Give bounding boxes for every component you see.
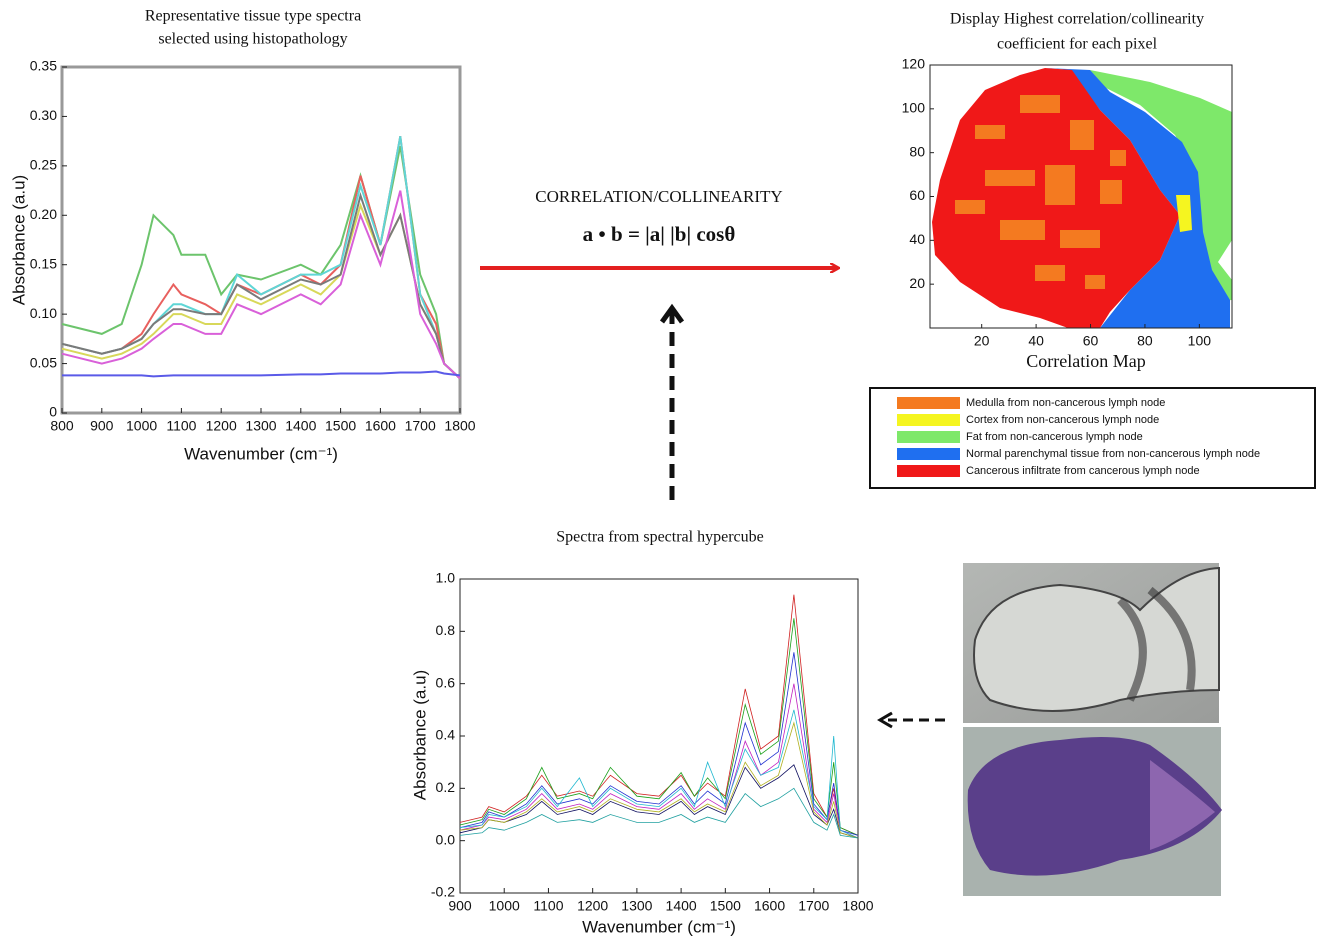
legend-swatch: [897, 397, 960, 409]
tissue-stained-edge: [1150, 760, 1215, 850]
y-tick-label: 0.8: [436, 622, 456, 638]
y-tick-label: 100: [902, 100, 926, 116]
x-tick-label: 1200: [206, 418, 237, 434]
y-tick-label: 0.0: [436, 831, 456, 847]
spectrum-line: [459, 709, 859, 839]
x-tick-label: 1600: [365, 418, 396, 434]
spectrum-line: [459, 683, 859, 839]
legend-label: Cancerous infiltrate from cancerous lymp…: [966, 465, 1200, 477]
x-axis-label: Correlation Map: [1026, 351, 1145, 371]
x-tick-label: 1100: [166, 418, 196, 434]
x-tick-label: 1400: [666, 898, 697, 914]
x-tick-label: 100: [1188, 333, 1212, 349]
panel-title: Display Highest correlation/collinearity: [950, 11, 1204, 28]
spectrum-line: [459, 787, 859, 839]
x-tick-label: 900: [90, 418, 114, 434]
spectrum-line: [61, 145, 461, 380]
x-tick-label: 40: [1028, 333, 1044, 349]
panel-title: Representative tissue type spectra: [145, 8, 361, 25]
x-tick-label: 1700: [798, 898, 829, 914]
y-axis-label: Absorbance (a.u): [9, 175, 28, 305]
legend-label: Medulla from non-cancerous lymph node: [966, 397, 1165, 409]
y-tick-label: 1.0: [436, 570, 456, 586]
x-tick-label: 20: [974, 333, 990, 349]
x-tick-label: 60: [1083, 333, 1099, 349]
spectrum-line: [62, 370, 461, 378]
y-tick-label: 20: [909, 275, 925, 291]
legend-swatch: [897, 431, 960, 443]
y-tick-label: 0: [49, 404, 57, 420]
map-region: [1176, 195, 1192, 232]
x-tick-label: 1700: [405, 418, 436, 434]
y-tick-label: 80: [909, 143, 925, 159]
y-tick-label: 120: [902, 56, 926, 72]
x-tick-label: 1600: [754, 898, 785, 914]
panel-title: Spectra from spectral hypercube: [556, 529, 763, 546]
legend-label: Normal parenchymal tissue from non-cance…: [966, 448, 1260, 460]
x-axis-label: Wavenumber (cm⁻¹): [582, 917, 736, 936]
legend-label: Fat from non-cancerous lymph node: [966, 431, 1143, 443]
x-tick-label: 1800: [444, 418, 475, 434]
y-tick-label: 0.30: [30, 107, 57, 123]
y-tick-label: -0.2: [431, 884, 455, 900]
legend-swatch: [897, 465, 960, 477]
x-tick-label: 800: [50, 418, 74, 434]
plot-frame: [60, 65, 462, 415]
x-tick-label: 80: [1137, 333, 1153, 349]
x-tick-label: 1400: [285, 418, 316, 434]
x-tick-label: 1300: [621, 898, 652, 914]
y-tick-label: 0.05: [30, 354, 57, 370]
tissue-outline: [973, 566, 1220, 712]
y-tick-label: 0.25: [30, 157, 57, 173]
panel-title: coefficient for each pixel: [997, 36, 1158, 53]
y-tick-label: 60: [909, 187, 925, 203]
y-tick-label: 0.6: [436, 674, 456, 690]
spectrum-line: [459, 594, 859, 836]
legend-swatch: [897, 414, 960, 426]
spectrum-line: [459, 618, 859, 836]
legend-label: Cortex from non-cancerous lymph node: [966, 414, 1159, 426]
spectrum-line: [61, 191, 461, 380]
y-tick-label: 0.2: [436, 779, 456, 795]
formula: a • b = |a| |b| cosθ: [583, 222, 736, 246]
y-tick-label: 0.35: [30, 58, 57, 74]
spectrum-line: [61, 136, 461, 380]
spectrum-line: [459, 764, 859, 839]
map-region: [1045, 68, 1230, 328]
y-axis-label: Absorbance (a.u): [410, 670, 429, 800]
x-tick-label: 900: [448, 898, 472, 914]
arrow-head: [877, 711, 893, 729]
y-tick-label: 0.20: [30, 206, 57, 222]
x-tick-label: 1000: [489, 898, 520, 914]
y-tick-label: 40: [909, 231, 925, 247]
y-tick-label: 0.15: [30, 255, 57, 271]
x-tick-label: 1100: [533, 898, 563, 914]
x-tick-label: 1500: [325, 418, 356, 434]
x-tick-label: 1000: [126, 418, 157, 434]
spectrum-line: [459, 652, 859, 836]
plot-frame: [459, 578, 859, 894]
spectrum-line: [61, 202, 461, 380]
map-spots: [955, 95, 1126, 289]
legend-swatch: [897, 448, 960, 460]
x-tick-label: 1500: [710, 898, 741, 914]
y-tick-label: 0.10: [30, 305, 57, 321]
spectrum-line: [61, 190, 461, 380]
tissue-texture: [1117, 586, 1196, 702]
method-label: CORRELATION/COLLINEARITY: [535, 187, 782, 206]
x-axis-label: Wavenumber (cm⁻¹): [184, 444, 338, 463]
arrow-head: [659, 303, 685, 324]
x-tick-label: 1800: [842, 898, 873, 914]
x-tick-label: 1200: [577, 898, 608, 914]
x-tick-label: 1300: [245, 418, 276, 434]
spectrum-line: [61, 136, 461, 380]
tissue-images: [963, 563, 1222, 896]
spectrum-line: [459, 721, 859, 839]
correlation-map: [929, 64, 1233, 329]
panel-title: selected using histopathology: [158, 31, 347, 48]
y-tick-label: 0.4: [436, 727, 456, 743]
